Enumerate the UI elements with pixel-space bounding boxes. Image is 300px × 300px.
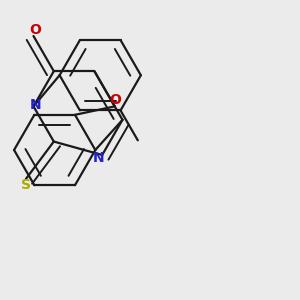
Text: N: N <box>30 98 42 112</box>
Text: S: S <box>21 178 31 192</box>
Text: O: O <box>29 23 41 38</box>
Text: O: O <box>109 93 121 107</box>
Text: N: N <box>93 151 105 165</box>
